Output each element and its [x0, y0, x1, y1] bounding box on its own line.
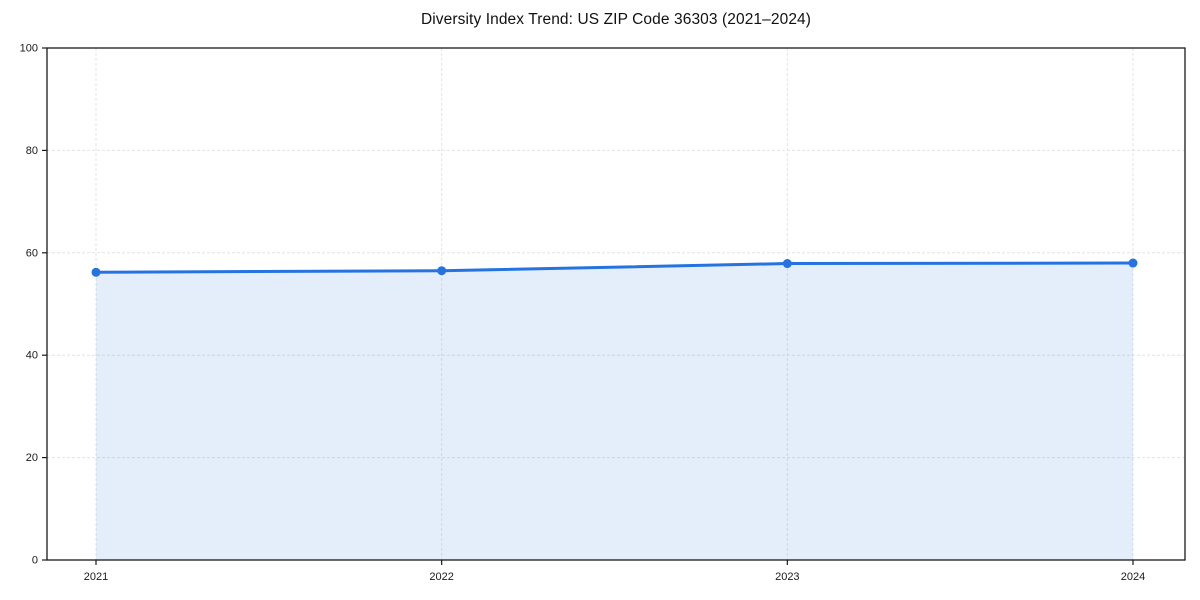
y-tick-label: 20 [26, 452, 38, 464]
y-tick-label: 100 [20, 43, 38, 55]
y-tick-label: 40 [26, 350, 38, 362]
chart-title: Diversity Index Trend: US ZIP Code 36303… [420, 11, 812, 28]
x-tick-label: 2023 [775, 571, 799, 583]
x-tick-label: 2022 [429, 571, 453, 583]
y-tick-label: 80 [26, 145, 38, 157]
series-line [94, 261, 1135, 274]
x-tick-label: 2024 [1121, 571, 1145, 583]
x-tick-label: 2021 [84, 571, 108, 583]
data-point-marker [437, 266, 447, 276]
data-point-marker [1128, 258, 1138, 268]
data-point-marker [782, 259, 792, 269]
y-tick-label: 60 [26, 247, 38, 259]
axes-spines [46, 47, 1186, 561]
y-tick-label: 0 [32, 555, 38, 567]
series-area-fill [96, 263, 1133, 560]
data-point-marker [91, 267, 101, 277]
